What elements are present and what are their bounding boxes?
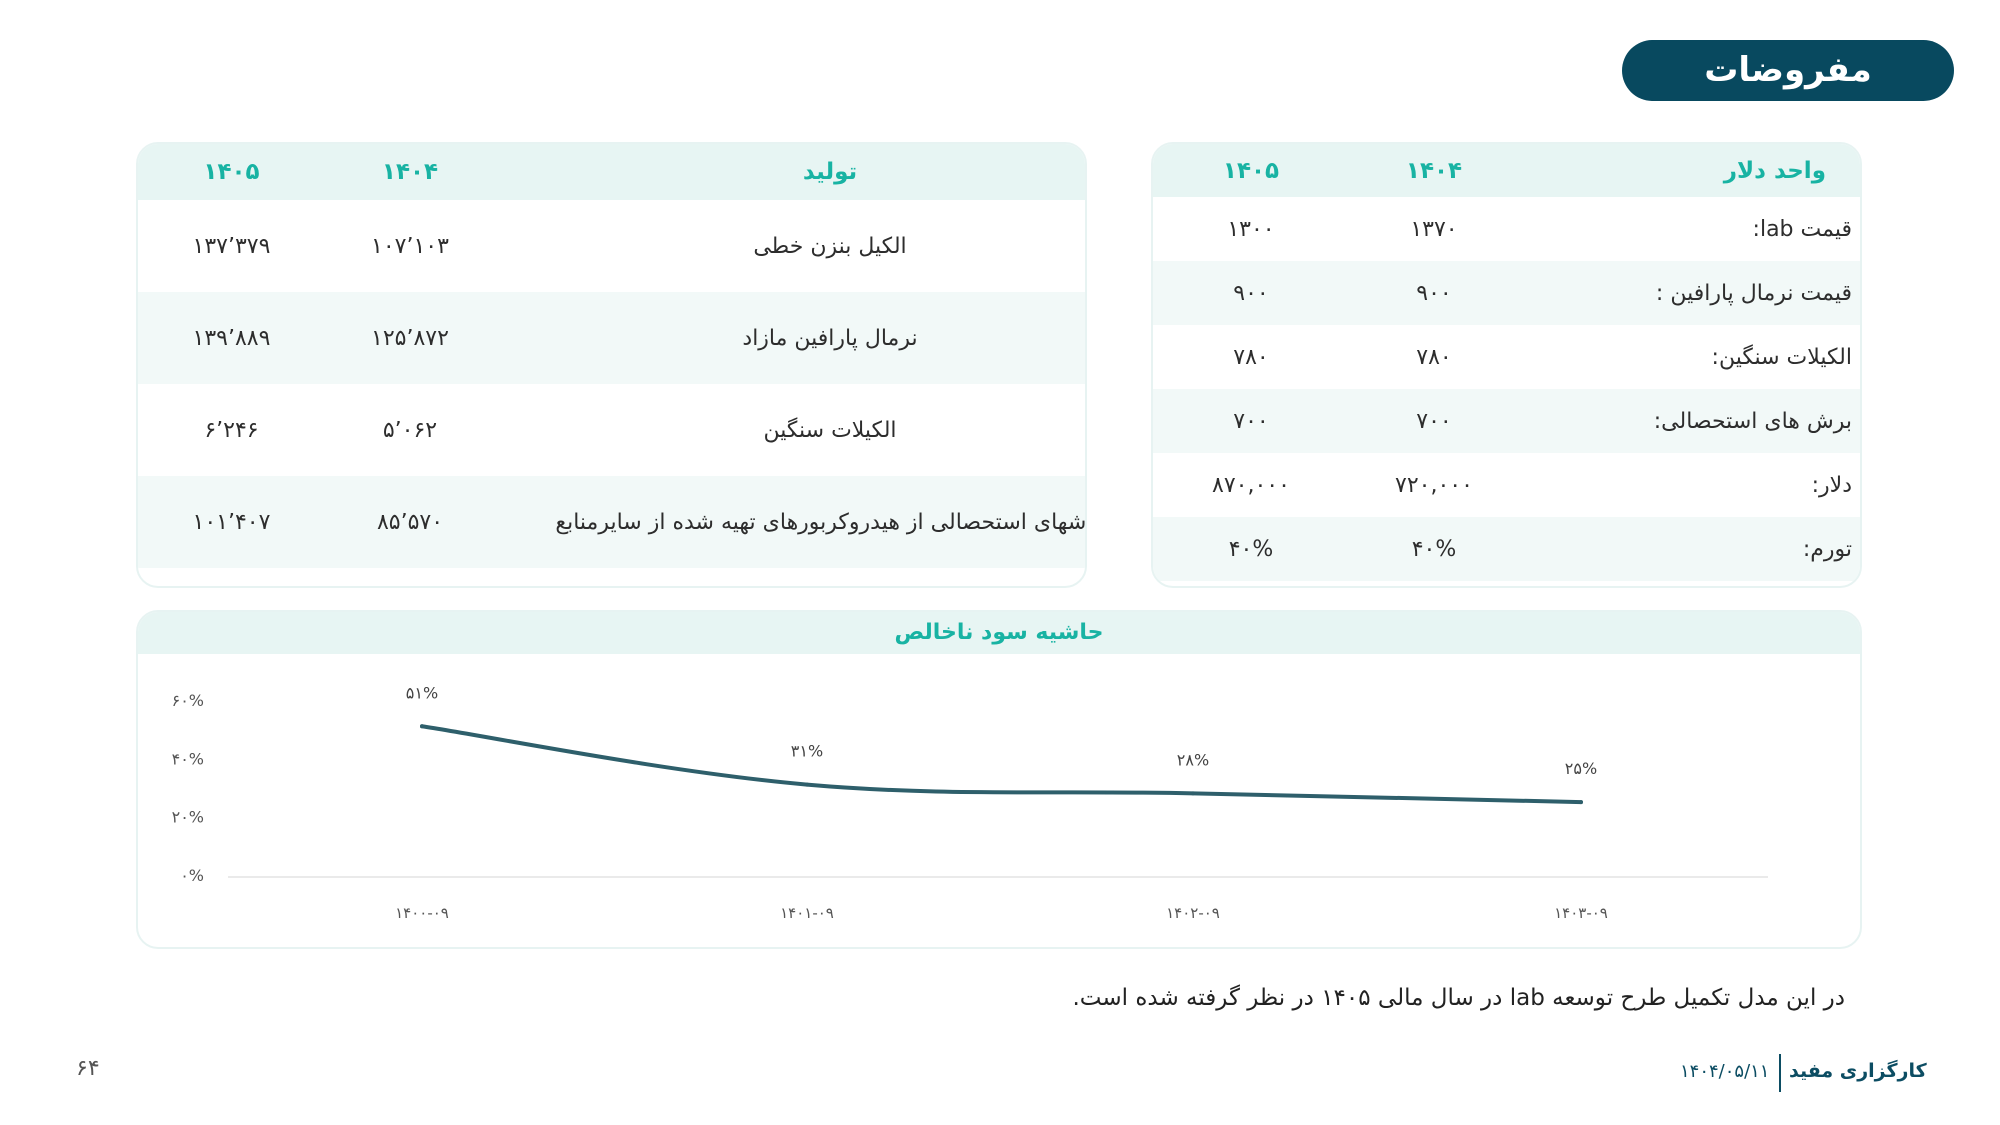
production-row-name: نرمال پارافین مازاد bbox=[495, 292, 1085, 384]
dollar-row-1404: ۷۲۰,۰۰۰ bbox=[1395, 472, 1473, 498]
y-tick-label: ۲۰% bbox=[172, 808, 204, 827]
data-point bbox=[420, 724, 424, 729]
dollar-row-name: الکیلات سنگین: bbox=[1711, 344, 1852, 370]
y-tick-label: ۴۰% bbox=[172, 749, 204, 768]
dollar-row-1404: ۴۰% bbox=[1349, 517, 1519, 581]
dollar-row-name: قیمت نرمال پارافین : bbox=[1519, 261, 1860, 325]
production-table-header: تولید ۱۴۰۴ ۱۴۰۵ bbox=[138, 144, 1085, 200]
dollar-header-1405: ۱۴۰۵ bbox=[1153, 144, 1349, 197]
dollar-row-1405: ۸۷۰,۰۰۰ bbox=[1212, 472, 1290, 498]
dollar-row-1405: ۷۸۰ bbox=[1233, 344, 1269, 370]
data-label: ۲۸% bbox=[1177, 750, 1209, 769]
production-row-1404: ۸۵٬۵۷۰ bbox=[325, 476, 495, 568]
production-table: تولید ۱۴۰۴ ۱۴۰۵ الکیل بنزن خطی ۱۰۷٬۱۰۳ ۱… bbox=[138, 144, 1085, 568]
data-label: ۳۱% bbox=[791, 742, 823, 761]
page-number: ۶۴ bbox=[76, 1056, 100, 1081]
brand-name: کارگزاری مفید bbox=[1789, 1060, 1927, 1082]
gross-margin-chart-card: حاشیه سود ناخالص ۰% ۲۰% ۴۰% ۶۰% ۱۴۰۰-۰۹ ۱۴۰۱-… bbox=[136, 610, 1862, 949]
data-point bbox=[805, 782, 809, 787]
report-date: ۱۴۰۴/۰۵/۱۱ bbox=[1680, 1061, 1770, 1082]
dollar-row-name: تورم: bbox=[1519, 517, 1860, 581]
dollar-row-1405: ۷۰۰ bbox=[1153, 389, 1349, 453]
dollar-row-name: برش های استحصالی: bbox=[1519, 389, 1860, 453]
table-row: برشهای استحصالی از هیدروکربورهای تهیه شد… bbox=[138, 476, 1085, 568]
x-tick-label: ۱۴۰۰-۰۹ bbox=[395, 904, 449, 922]
data-point bbox=[1579, 800, 1583, 805]
chart-title: حاشیه سود ناخالص bbox=[138, 612, 1860, 654]
footer-divider bbox=[1779, 1054, 1781, 1092]
production-row-name: الکیلات سنگین bbox=[763, 417, 897, 443]
page-title: مفروضات bbox=[1622, 40, 1954, 101]
x-tick-label: ۱۴۰۱-۰۹ bbox=[780, 904, 834, 922]
table-row: الکیلات سنگین: ۷۸۰ ۷۸۰ bbox=[1153, 325, 1860, 389]
dollar-table-header: واحد دلار ۱۴۰۴ ۱۴۰۵ bbox=[1153, 144, 1860, 197]
dollar-header-1404: ۱۴۰۴ bbox=[1349, 144, 1519, 197]
dollar-row-1405: ۹۰۰ bbox=[1153, 261, 1349, 325]
table-row: برش های استحصالی: ۷۰۰ ۷۰۰ bbox=[1153, 389, 1860, 453]
dollar-row-1405: ۱۳۰۰ bbox=[1227, 216, 1275, 242]
table-row: تورم: ۴۰% ۴۰% bbox=[1153, 517, 1860, 581]
production-row-1404: ۱۲۵٬۸۷۲ bbox=[325, 292, 495, 384]
production-row-1405: ۱۳۹٬۸۸۹ bbox=[138, 292, 325, 384]
production-row-1405: ۱۳۷٬۳۷۹ bbox=[192, 233, 271, 259]
y-tick-label: ۰% bbox=[180, 866, 204, 885]
production-row-1405: ۶٬۲۴۶ bbox=[204, 417, 259, 443]
table-row: دلار: ۷۲۰,۰۰۰ ۸۷۰,۰۰۰ bbox=[1153, 453, 1860, 517]
production-row-1405: ۱۰۱٬۴۰۷ bbox=[138, 476, 325, 568]
table-row: الکیلات سنگین ۵٬۰۶۲ ۶٬۲۴۶ bbox=[138, 384, 1085, 476]
dollar-header-name: واحد دلار bbox=[1519, 144, 1860, 197]
table-row: قیمت نرمال پارافین : ۹۰۰ ۹۰۰ bbox=[1153, 261, 1860, 325]
production-row-name: برشهای استحصالی از هیدروکربورهای تهیه شد… bbox=[495, 476, 1085, 568]
production-row-1404: ۱۰۷٬۱۰۳ bbox=[371, 233, 449, 259]
dollar-table: واحد دلار ۱۴۰۴ ۱۴۰۵ قیمت lab: ۱۳۷۰ ۱۳۰۰ … bbox=[1153, 144, 1860, 581]
production-header-1405: ۱۴۰۵ bbox=[138, 144, 325, 200]
series-line bbox=[420, 724, 1583, 805]
dollar-row-name: قیمت lab: bbox=[1752, 216, 1852, 242]
production-row-1404: ۵٬۰۶۲ bbox=[382, 417, 438, 443]
production-header-name: تولید bbox=[495, 144, 1085, 200]
table-row: الکیل بنزن خطی ۱۰۷٬۱۰۳ ۱۳۷٬۳۷۹ bbox=[138, 200, 1085, 292]
dollar-row-name: دلار: bbox=[1811, 472, 1852, 498]
table-row: قیمت lab: ۱۳۷۰ ۱۳۰۰ bbox=[1153, 197, 1860, 261]
dollar-row-1404: ۱۳۷۰ bbox=[1410, 216, 1458, 242]
gross-margin-chart: ۰% ۲۰% ۴۰% ۶۰% ۱۴۰۰-۰۹ ۱۴۰۱-۰۹ ۱۴۰۲-۰۹ ۱۴۰۳-۰۹ ۵… bbox=[172, 683, 1768, 922]
x-tick-label: ۱۴۰۳-۰۹ bbox=[1554, 904, 1608, 922]
x-tick-label: ۱۴۰۲-۰۹ bbox=[1166, 904, 1220, 922]
y-tick-label: ۶۰% bbox=[172, 691, 204, 710]
footnote: در این مدل تکمیل طرح توسعه lab در سال ما… bbox=[1072, 985, 1845, 1011]
dollar-table-card: واحد دلار ۱۴۰۴ ۱۴۰۵ قیمت lab: ۱۳۷۰ ۱۳۰۰ … bbox=[1151, 142, 1862, 588]
dollar-row-1404: ۷۰۰ bbox=[1349, 389, 1519, 453]
table-row: نرمال پارافین مازاد ۱۲۵٬۸۷۲ ۱۳۹٬۸۸۹ bbox=[138, 292, 1085, 384]
production-header-1404: ۱۴۰۴ bbox=[325, 144, 495, 200]
dollar-row-1404: ۷۸۰ bbox=[1416, 344, 1452, 370]
dollar-row-1404: ۹۰۰ bbox=[1349, 261, 1519, 325]
data-label: ۵۱% bbox=[406, 683, 438, 702]
data-label: ۲۵% bbox=[1565, 759, 1597, 778]
production-table-card: تولید ۱۴۰۴ ۱۴۰۵ الکیل بنزن خطی ۱۰۷٬۱۰۳ ۱… bbox=[136, 142, 1087, 588]
production-row-name: الکیل بنزن خطی bbox=[753, 233, 907, 259]
dollar-row-1405: ۴۰% bbox=[1153, 517, 1349, 581]
data-point bbox=[1191, 791, 1195, 796]
